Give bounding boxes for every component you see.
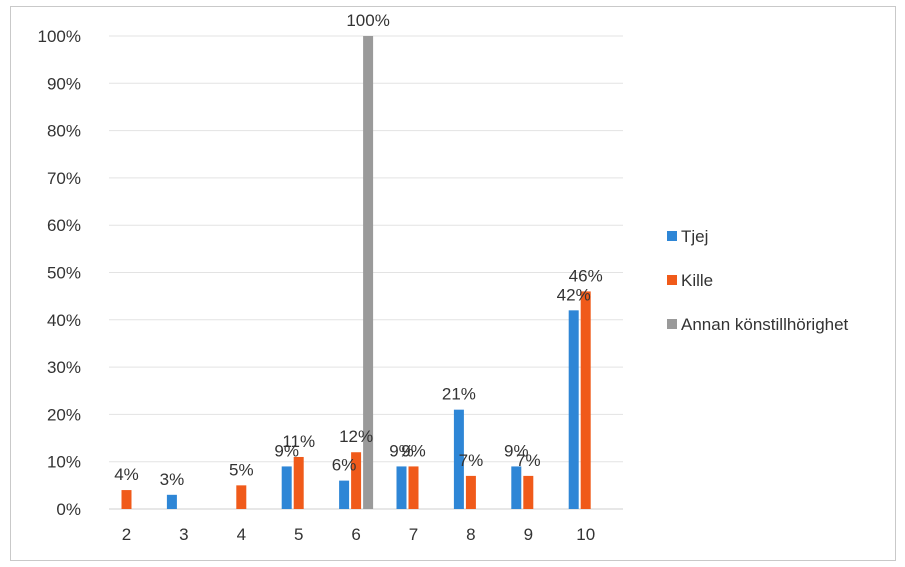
bar-tjej-3 xyxy=(166,494,177,509)
bar-kille-9 xyxy=(523,475,534,509)
y-tick-label: 30% xyxy=(47,358,81,377)
y-tick-label: 0% xyxy=(56,500,81,519)
bar-tjej-5 xyxy=(281,466,292,509)
data-label: 9% xyxy=(274,441,299,460)
y-tick-label: 100% xyxy=(38,27,81,46)
data-label: 100% xyxy=(346,11,389,30)
y-tick-label: 40% xyxy=(47,311,81,330)
data-label: 9% xyxy=(401,441,426,460)
bar-kille-10 xyxy=(580,291,591,509)
bar-tjej-8 xyxy=(453,409,464,509)
data-label: 5% xyxy=(229,460,254,479)
bar-kille-8 xyxy=(465,475,476,509)
legend-label: Tjej xyxy=(681,227,708,246)
y-tick-label: 90% xyxy=(47,74,81,93)
bars xyxy=(121,36,591,509)
data-label: 7% xyxy=(516,451,541,470)
bar-kille-6 xyxy=(351,452,362,509)
bar-tjej-7 xyxy=(396,466,407,509)
y-tick-label: 50% xyxy=(47,264,81,283)
legend-label: Kille xyxy=(681,271,713,290)
data-label: 11% xyxy=(282,432,315,451)
x-tick-label: 2 xyxy=(122,525,131,544)
x-tick-label: 9 xyxy=(524,525,533,544)
y-tick-label: 70% xyxy=(47,169,81,188)
bar-annan-k-nstillh-righet-6 xyxy=(363,36,374,509)
legend-swatch xyxy=(667,319,677,329)
data-label: 4% xyxy=(114,465,139,484)
data-label: 21% xyxy=(442,385,476,404)
data-label: 6% xyxy=(332,456,357,475)
bar-tjej-6 xyxy=(339,480,350,509)
y-tick-label: 20% xyxy=(47,405,81,424)
bar-kille-4 xyxy=(236,485,247,509)
x-tick-label: 3 xyxy=(179,525,188,544)
data-label: 3% xyxy=(160,470,185,489)
legend-swatch xyxy=(667,231,677,241)
data-label: 9% xyxy=(389,441,414,460)
legend: Tjej Kille Annan könstillhörighet xyxy=(667,227,849,334)
bar-tjej-10 xyxy=(568,310,579,509)
data-labels: 4% 3% 5%9%11%6%12%100%9%9%21%7% 9%7%42%46% xyxy=(114,11,603,489)
legend-label: Annan könstillhörighet xyxy=(681,315,849,334)
x-tick-label: 4 xyxy=(237,525,246,544)
data-label: 9% xyxy=(504,441,529,460)
x-axis-ticks: 2 3 4 5 6 7 8 9 10 xyxy=(122,525,595,544)
legend-swatch xyxy=(667,275,677,285)
y-tick-label: 60% xyxy=(47,216,81,235)
x-tick-label: 7 xyxy=(409,525,418,544)
x-tick-label: 10 xyxy=(576,525,595,544)
data-label: 46% xyxy=(569,266,603,285)
bar-kille-7 xyxy=(408,466,419,509)
y-axis-ticks: 0% 10% 20% 30% 40% 50% 60% 70% 80% 90% 100% xyxy=(38,27,81,519)
x-tick-label: 6 xyxy=(351,525,360,544)
data-label: 12% xyxy=(339,427,373,446)
bar-tjej-9 xyxy=(511,466,522,509)
y-tick-label: 10% xyxy=(47,453,81,472)
x-tick-label: 8 xyxy=(466,525,475,544)
bar-kille-5 xyxy=(293,456,304,509)
bar-chart: 0% 10% 20% 30% 40% 50% 60% 70% 80% 90% 100% 2 3 4 5 6 7… xyxy=(38,11,849,544)
data-label: 42% xyxy=(557,285,591,304)
y-tick-label: 80% xyxy=(47,122,81,141)
bar-kille-2 xyxy=(121,490,132,509)
chart-frame: 0% 10% 20% 30% 40% 50% 60% 70% 80% 90% 100% 2 3 4 5 6 7… xyxy=(10,6,896,561)
x-tick-label: 5 xyxy=(294,525,303,544)
data-label: 7% xyxy=(459,451,484,470)
